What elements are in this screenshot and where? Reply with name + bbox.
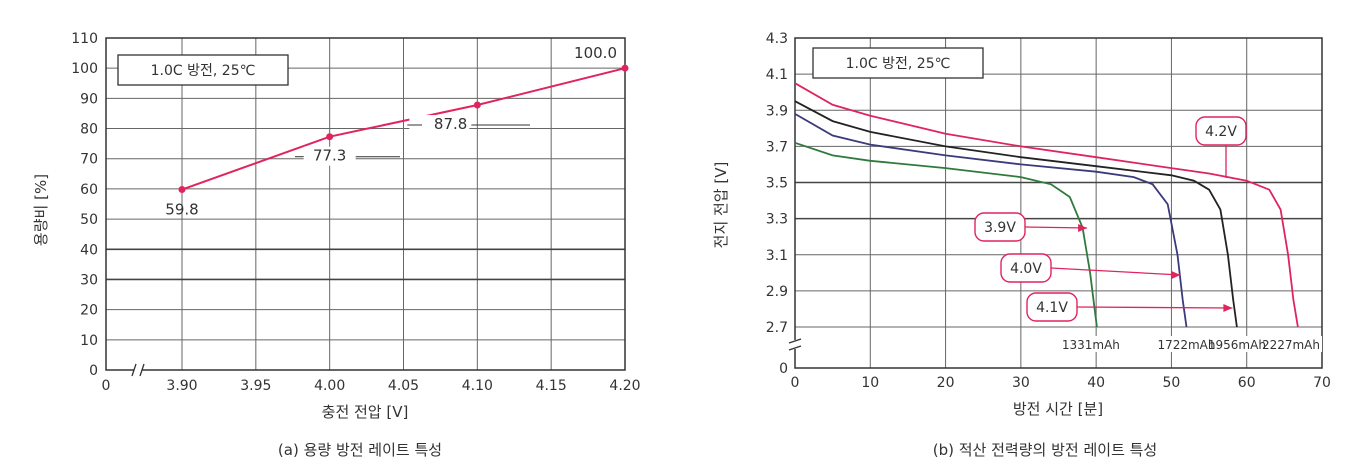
y-tick-label: 30 bbox=[80, 272, 98, 288]
callout-leader bbox=[1024, 226, 1088, 229]
callout-box bbox=[1195, 116, 1247, 146]
caption: (a) 용량 방전 레이트 특성 bbox=[278, 441, 442, 459]
y-tick-label: 2.7 bbox=[766, 320, 788, 336]
axis-break-gap bbox=[134, 364, 142, 376]
y-axis-label: 전지 전압 [V] bbox=[712, 162, 730, 249]
callout-label-3-9v: 3.9V bbox=[984, 220, 1016, 236]
plot-frame bbox=[794, 37, 1323, 369]
callout-label-4-0v: 4.0V bbox=[1010, 261, 1042, 277]
y-tick-label: 0 bbox=[779, 361, 788, 377]
x-tick-label: 4.20 bbox=[609, 378, 640, 394]
x-axis-label: 방전 시간 [분] bbox=[1013, 400, 1103, 418]
y-tick-label: 80 bbox=[80, 122, 98, 138]
y-tick-label: 4.3 bbox=[766, 31, 788, 47]
data-label: 59.8 bbox=[165, 201, 198, 219]
condition-box bbox=[812, 47, 984, 79]
data-point bbox=[473, 101, 481, 109]
x-tick-label: 30 bbox=[1012, 375, 1030, 391]
x-tick-label: 4.10 bbox=[462, 378, 493, 394]
caption: (b) 적산 전력량의 방전 레이트 특성 bbox=[933, 441, 1157, 459]
series-line bbox=[794, 113, 1188, 328]
x-tick-label: 4.15 bbox=[536, 378, 567, 394]
y-tick-label: 3.9 bbox=[766, 103, 788, 119]
chart-a: 0 10 20 30 40 50 60 70 80 90 100 110 0 3.90 3.95 4.00 4.… bbox=[32, 31, 641, 459]
y-tick-label: 50 bbox=[80, 212, 98, 228]
series-line bbox=[794, 100, 1238, 328]
condition-label: 1.0C 방전, 25℃ bbox=[846, 56, 951, 72]
callout-label-4-1v: 4.1V bbox=[1036, 300, 1068, 316]
y-tick-label: 10 bbox=[80, 333, 98, 349]
plot-frame bbox=[105, 37, 626, 371]
x-tick-label: 10 bbox=[861, 375, 879, 391]
x-tick-label: 4.00 bbox=[314, 378, 345, 394]
callout-arrowhead bbox=[1078, 224, 1088, 232]
x-tick-label: 40 bbox=[1087, 375, 1105, 391]
callout-box bbox=[1026, 292, 1078, 322]
callout-box bbox=[974, 212, 1026, 242]
y-tick-label: 110 bbox=[71, 31, 98, 47]
x-tick-label: 70 bbox=[1313, 375, 1331, 391]
x-tick-label: 60 bbox=[1238, 375, 1256, 391]
y-tick-label: 70 bbox=[80, 152, 98, 168]
axis-break-mark bbox=[788, 338, 802, 351]
capacity-label: 2227mAh bbox=[1262, 338, 1320, 352]
x-tick-label: 20 bbox=[937, 375, 955, 391]
y-tick-label: 40 bbox=[80, 242, 98, 258]
x-axis-label: 충전 전압 [V] bbox=[322, 403, 409, 421]
data-label: 100.0 bbox=[574, 44, 617, 62]
y-tick-label: 3.1 bbox=[766, 248, 788, 264]
capacity-label: 1956mAh bbox=[1208, 338, 1266, 352]
axis-break-mark bbox=[131, 363, 145, 377]
data-label-bg bbox=[565, 43, 619, 63]
callout-label-4-2v: 4.2V bbox=[1205, 124, 1237, 140]
y-tick-label: 20 bbox=[80, 303, 98, 319]
capacity-label-bg bbox=[1060, 336, 1322, 352]
axis-break-gap bbox=[789, 340, 801, 349]
y-axis-label: 용량비 [%] bbox=[32, 174, 50, 246]
callout-arrowhead bbox=[1223, 304, 1233, 312]
data-point bbox=[326, 133, 334, 141]
condition-label: 1.0C 방전, 25℃ bbox=[151, 63, 256, 79]
data-label: 77.3 bbox=[313, 147, 346, 165]
y-tick-label: 3.7 bbox=[766, 139, 788, 155]
capacity-label: 1331mAh bbox=[1062, 338, 1120, 352]
data-label: 87.8 bbox=[434, 115, 467, 133]
chart-b: 0 2.7 2.9 3.1 3.3 3.5 3.7 3.9 4.1 4.3 0 10 20 30 40 50 6… bbox=[712, 31, 1331, 459]
condition-box bbox=[117, 54, 289, 86]
series-line bbox=[794, 141, 1098, 328]
x-tick-label: 4.05 bbox=[388, 378, 419, 394]
data-point bbox=[621, 64, 629, 72]
series-line bbox=[794, 82, 1299, 328]
callout-box bbox=[1000, 253, 1052, 283]
x-tick-label: 0 bbox=[102, 378, 111, 394]
y-tick-label: 0 bbox=[89, 363, 98, 379]
callout-leader bbox=[1076, 306, 1233, 309]
y-tick-label: 2.9 bbox=[766, 284, 788, 300]
y-tick-label: 3.5 bbox=[766, 176, 788, 192]
data-label-bg bbox=[303, 146, 356, 166]
y-tick-label: 3.3 bbox=[766, 212, 788, 228]
callout-arrowhead bbox=[1171, 271, 1181, 279]
series-line bbox=[181, 67, 626, 191]
y-tick-label: 4.1 bbox=[766, 67, 788, 83]
x-tick-label: 50 bbox=[1163, 375, 1181, 391]
x-tick-label: 3.90 bbox=[166, 378, 197, 394]
callout-leader bbox=[1050, 267, 1181, 276]
x-tick-label: 3.95 bbox=[240, 378, 271, 394]
x-tick-label: 0 bbox=[791, 375, 800, 391]
data-label-bg bbox=[409, 115, 470, 135]
y-tick-label: 100 bbox=[71, 61, 98, 77]
data-point bbox=[178, 186, 186, 194]
y-tick-label: 90 bbox=[80, 91, 98, 107]
capacity-label: 1722mAh bbox=[1157, 338, 1215, 352]
y-tick-label: 60 bbox=[80, 182, 98, 198]
